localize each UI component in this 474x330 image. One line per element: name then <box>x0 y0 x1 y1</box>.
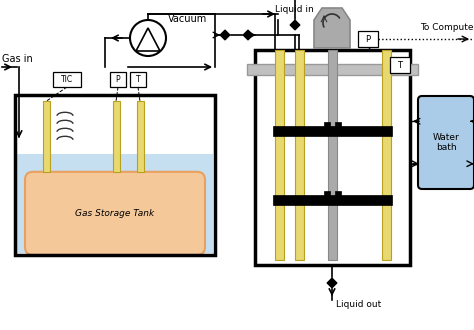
Text: To Computer: To Computer <box>420 23 474 32</box>
Text: P: P <box>365 35 371 44</box>
Text: T: T <box>136 75 140 84</box>
Text: Vacuum: Vacuum <box>168 14 208 24</box>
Bar <box>390 57 410 73</box>
Polygon shape <box>243 30 253 40</box>
Bar <box>335 122 341 134</box>
Text: P: P <box>116 75 120 84</box>
Bar <box>43 101 50 172</box>
Bar <box>247 64 418 75</box>
Bar <box>130 72 146 87</box>
Text: T: T <box>398 60 402 70</box>
Bar <box>113 101 120 172</box>
Bar <box>17 154 213 253</box>
FancyBboxPatch shape <box>25 172 205 255</box>
Bar <box>358 31 378 47</box>
Bar <box>15 95 215 255</box>
Text: Gas Storage Tank: Gas Storage Tank <box>75 209 155 218</box>
FancyBboxPatch shape <box>418 96 474 189</box>
Bar <box>257 177 408 263</box>
Bar <box>273 195 392 205</box>
Bar <box>275 50 284 260</box>
Polygon shape <box>220 30 230 40</box>
Text: Reactor: Reactor <box>283 120 320 130</box>
Text: Liquid in: Liquid in <box>275 5 314 14</box>
Text: Solvent: Solvent <box>283 217 319 227</box>
Bar <box>335 191 341 203</box>
Text: Gas in: Gas in <box>2 54 33 64</box>
Bar <box>273 126 392 136</box>
Text: TIC: TIC <box>61 75 73 84</box>
Bar <box>110 72 126 87</box>
Text: Liquid out: Liquid out <box>336 300 381 309</box>
Polygon shape <box>290 20 300 30</box>
Text: Water
bath: Water bath <box>433 133 459 152</box>
Bar <box>255 50 410 265</box>
Bar <box>324 122 330 134</box>
Bar <box>295 50 304 260</box>
Polygon shape <box>314 8 350 48</box>
Polygon shape <box>327 278 337 288</box>
Bar <box>328 50 337 260</box>
Bar <box>382 50 391 260</box>
Bar <box>324 191 330 203</box>
Bar <box>137 101 144 172</box>
Bar <box>53 72 81 87</box>
